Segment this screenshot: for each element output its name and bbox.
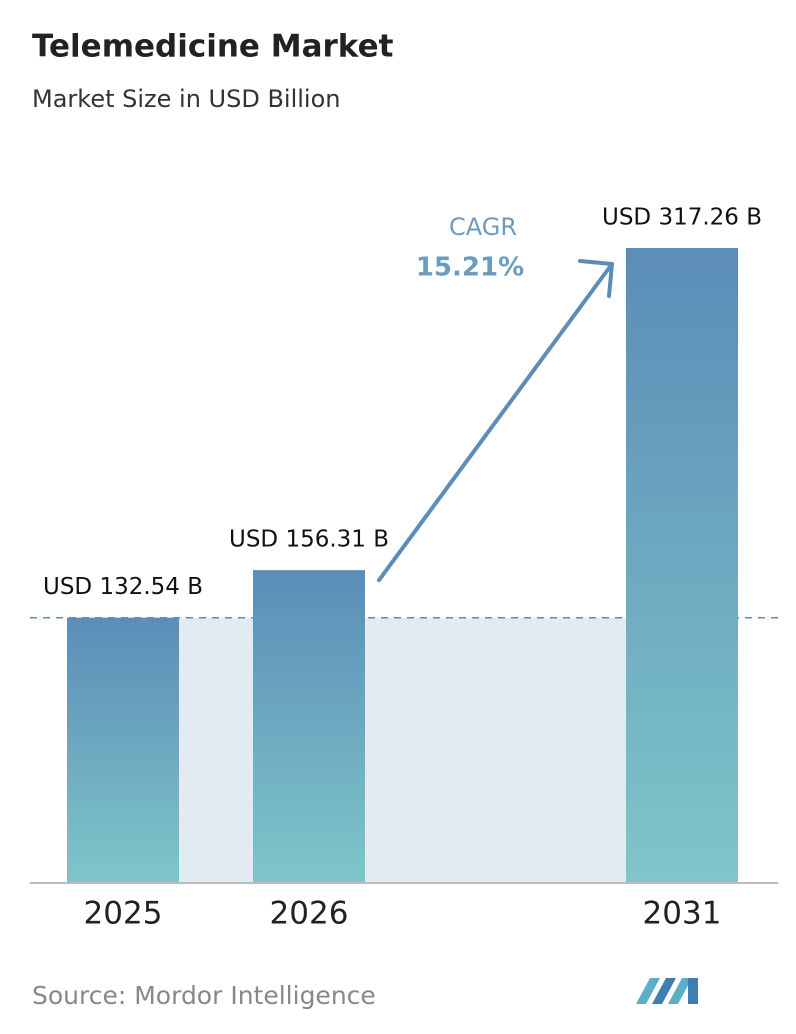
value-label: USD 132.54 B bbox=[43, 574, 203, 600]
bar bbox=[626, 248, 738, 883]
x-tick-label: 2031 bbox=[643, 896, 722, 932]
bar bbox=[67, 617, 179, 883]
x-tick-label: 2025 bbox=[84, 896, 163, 932]
bar bbox=[253, 570, 365, 883]
chart-subtitle: Market Size in USD Billion bbox=[32, 85, 340, 113]
logo bbox=[636, 978, 698, 1004]
source: Source: Mordor Intelligence bbox=[32, 981, 376, 1010]
value-label: USD 156.31 B bbox=[229, 527, 389, 553]
value-label: USD 317.26 B bbox=[602, 205, 762, 231]
cagr-arrow bbox=[377, 262, 614, 583]
cagr-arrowhead bbox=[578, 259, 614, 298]
chart-title: Telemedicine Market bbox=[32, 29, 394, 65]
x-tick-label: 2026 bbox=[270, 896, 349, 932]
cagr-value: 15.21% bbox=[416, 253, 524, 283]
cagr-label: CAGR bbox=[449, 213, 517, 241]
